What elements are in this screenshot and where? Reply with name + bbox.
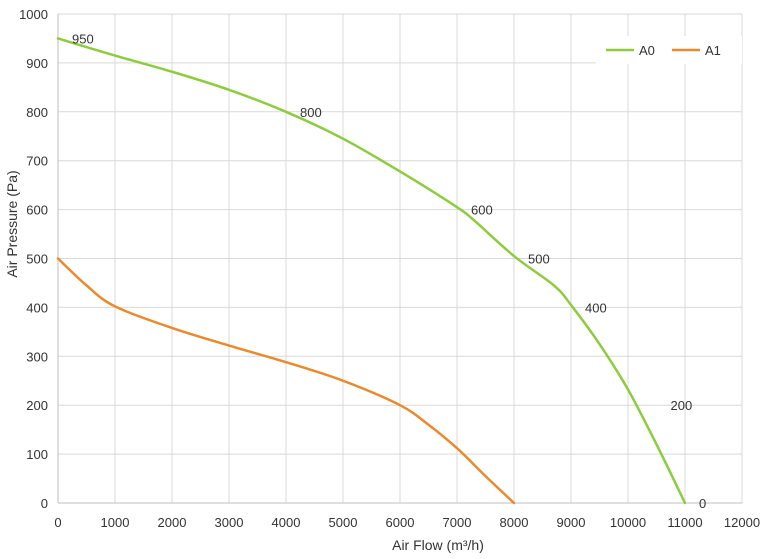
legend: A0 A1 (596, 36, 742, 64)
x-tick-label: 5000 (329, 515, 358, 530)
data-label: 800 (300, 105, 322, 120)
data-label: 200 (671, 398, 693, 413)
y-tick-label: 700 (26, 154, 48, 169)
x-tick-label: 2000 (158, 515, 187, 530)
y-tick-label: 100 (26, 447, 48, 462)
x-tick-label: 11000 (667, 515, 702, 530)
data-label: 600 (471, 203, 493, 218)
y-tick-label: 0 (41, 496, 48, 511)
y-axis-label: Air Pressure (Pa) (4, 170, 20, 277)
y-tick-label: 800 (26, 105, 48, 120)
series-line-a1 (56, 257, 516, 505)
y-tick-labels: 0 100 200 300 400 500 600 700 800 900 1000 (19, 7, 48, 511)
legend-label-a0: A0 (639, 43, 655, 58)
x-tick-labels: 0 1000 2000 3000 4000 5000 6000 7000 8000 9000 100… (54, 515, 760, 530)
x-tick-label: 3000 (215, 515, 244, 530)
x-tick-label: 0 (54, 515, 61, 530)
legend-label-a1: A1 (705, 43, 721, 58)
data-labels: 950 800 600 500 400 200 0 (72, 31, 706, 511)
y-tick-label: 600 (26, 203, 48, 218)
x-tick-label: 9000 (557, 515, 586, 530)
y-tick-label: 500 (26, 252, 48, 267)
x-tick-label: 1000 (101, 515, 130, 530)
y-tick-label: 200 (26, 398, 48, 413)
series-line-a0 (56, 37, 687, 505)
x-tick-label: 12000 (724, 515, 760, 530)
series-lines (56, 37, 687, 505)
data-label: 0 (699, 496, 706, 511)
data-label: 950 (72, 31, 94, 46)
x-axis-label: Air Flow (m³/h) (392, 537, 484, 553)
y-tick-label: 400 (26, 300, 48, 315)
y-tick-label: 300 (26, 349, 48, 364)
grid-lines (57, 13, 743, 504)
y-tick-label: 900 (26, 56, 48, 71)
x-tick-label: 7000 (443, 515, 472, 530)
y-tick-label: 1000 (19, 7, 48, 22)
x-tick-label: 6000 (386, 515, 415, 530)
data-label: 500 (528, 252, 550, 267)
x-tick-label: 10000 (610, 515, 646, 530)
x-tick-label: 4000 (272, 515, 301, 530)
x-tick-label: 8000 (500, 515, 529, 530)
data-label: 400 (585, 300, 607, 315)
